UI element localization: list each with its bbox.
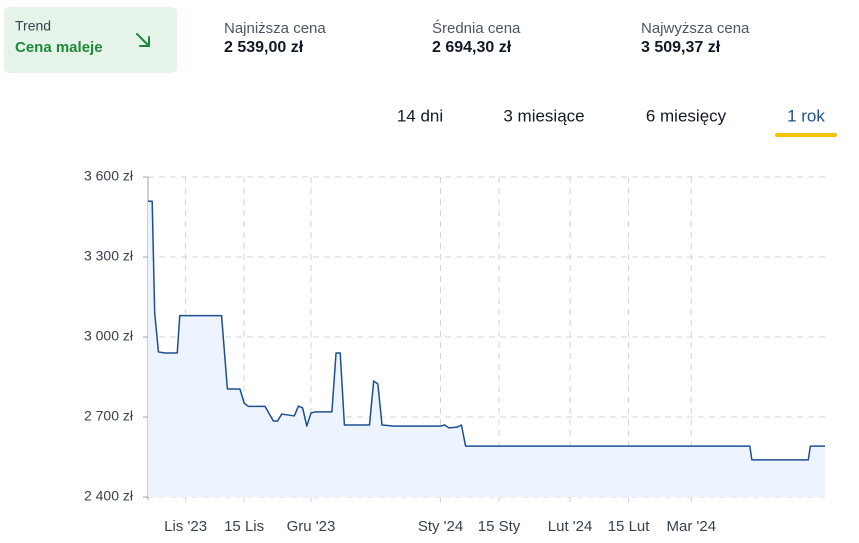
- stat-value: 2 539,00 zł: [224, 39, 304, 56]
- range-tab[interactable]: 1 rok: [787, 106, 825, 125]
- x-tick-label: Lis '23: [164, 518, 207, 535]
- x-tick-label: Gru '23: [287, 518, 336, 535]
- x-tick-label: Sty '24: [418, 518, 463, 535]
- range-tab[interactable]: 14 dni: [397, 106, 443, 125]
- x-tick-label: 15 Lut: [608, 518, 651, 535]
- x-tick-label: Mar '24: [666, 518, 716, 535]
- chart: 2 400 zł 2 700 zł 3 000 zł 3 300 zł 3 600 zł…: [84, 168, 825, 535]
- stat-label: Średnia cena: [432, 19, 521, 37]
- trend-title: Trend: [15, 18, 51, 34]
- y-tick-label: 3 600 zł: [84, 168, 134, 184]
- x-tick-label: 15 Sty: [478, 518, 521, 535]
- trend-box: [4, 7, 177, 73]
- range-tab[interactable]: 6 miesięcy: [646, 106, 727, 125]
- x-tick-label: Lut '24: [548, 518, 593, 535]
- stat-label: Najniższa cena: [224, 20, 326, 37]
- y-tick-label: 3 000 zł: [84, 328, 134, 344]
- active-tab-underline: [775, 133, 837, 137]
- price-area: [148, 201, 825, 497]
- stat-value: 3 509,37 zł: [641, 39, 721, 56]
- trend-arrow: [136, 33, 150, 47]
- trend-label: Cena maleje: [15, 39, 103, 56]
- range-tab[interactable]: 3 miesiące: [503, 106, 584, 125]
- y-tick-label: 3 300 zł: [84, 248, 134, 264]
- x-tick-label: 15 Lis: [224, 518, 264, 535]
- y-tick-label: 2 400 zł: [84, 488, 134, 504]
- y-tick-label: 2 700 zł: [84, 408, 134, 424]
- stat-value: 2 694,30 zł: [432, 39, 512, 56]
- range-tabs: 14 dni 3 miesiące 6 miesięcy 1 rok: [397, 106, 837, 137]
- stat-label: Najwyższa cena: [641, 20, 750, 37]
- price-line: [148, 200, 825, 461]
